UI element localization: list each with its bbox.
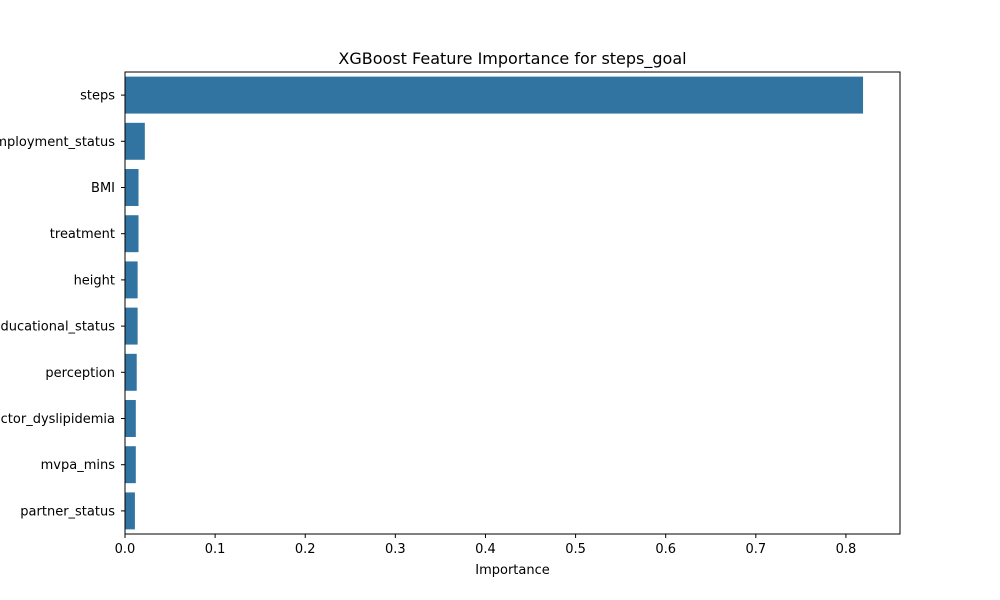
chart-title: XGBoost Feature Importance for steps_goa… xyxy=(338,49,686,69)
y-tick-label: height xyxy=(74,273,115,288)
bar-height xyxy=(125,261,138,299)
y-tick-label: treatment xyxy=(50,227,115,242)
y-axis: steps employment_status BMI treatment height… xyxy=(0,89,125,519)
bar-perception xyxy=(125,353,137,391)
plot-frame xyxy=(124,71,901,535)
x-tick-label: 0.0 xyxy=(115,542,136,557)
bar-educational_status xyxy=(125,307,138,345)
y-tick-label: mvpa_mins xyxy=(41,458,116,473)
x-tick-label: 0.4 xyxy=(475,542,496,557)
bars-group xyxy=(125,76,864,530)
y-tick-label: perception xyxy=(45,366,115,381)
x-tick-label: 0.8 xyxy=(836,542,857,557)
bar-steps xyxy=(125,76,864,114)
y-tick-label: educational_status xyxy=(0,320,115,335)
bar-factor_dyslipidemia xyxy=(125,400,136,437)
x-axis: 0.0 0.1 0.2 0.3 0.4 0.5 0.6 0.7 0.8 xyxy=(115,534,857,557)
x-tick-label: 0.6 xyxy=(655,542,676,557)
y-tick-label: partner_status xyxy=(20,504,115,519)
bar-BMI xyxy=(125,169,139,206)
bar-employment_status xyxy=(125,122,145,160)
bar-partner_status xyxy=(125,492,135,530)
bar-mvpa_mins xyxy=(125,446,136,484)
y-tick-label: factor_dyslipidemia xyxy=(0,412,115,427)
bar-treatment xyxy=(125,215,139,253)
x-tick-label: 0.2 xyxy=(295,542,316,557)
x-tick-label: 0.7 xyxy=(745,542,766,557)
x-tick-label: 0.1 xyxy=(205,542,226,557)
y-tick-label: steps xyxy=(80,89,115,104)
x-axis-label: Importance xyxy=(475,563,550,578)
y-tick-label: employment_status xyxy=(0,135,115,150)
x-tick-label: 0.5 xyxy=(565,542,586,557)
y-tick-label: BMI xyxy=(91,181,115,196)
x-tick-label: 0.3 xyxy=(385,542,406,557)
